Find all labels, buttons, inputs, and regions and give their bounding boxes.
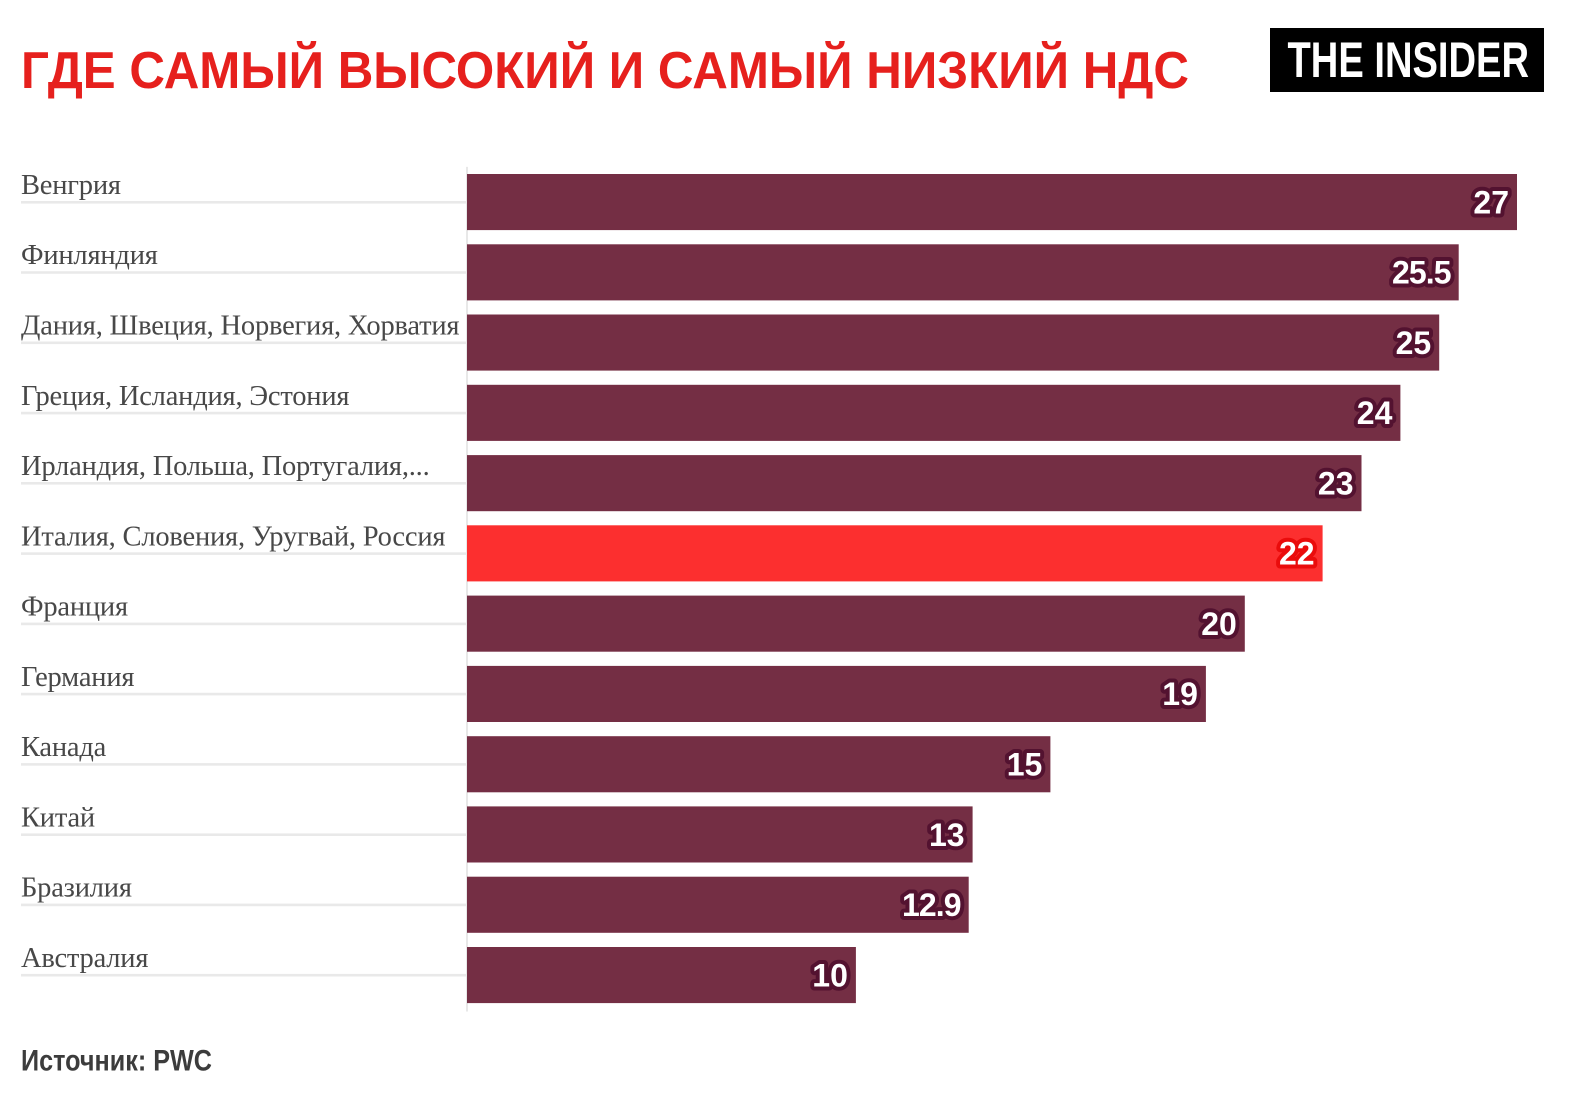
svg-text:Китай: Китай <box>21 802 95 833</box>
svg-text:25.5: 25.5 <box>1392 255 1451 291</box>
svg-text:Франция: Франция <box>21 592 128 623</box>
svg-text:ГДЕ САМЫЙ ВЫСОКИЙ И САМЫЙ НИЗК: ГДЕ САМЫЙ ВЫСОКИЙ И САМЫЙ НИЗКИЙ НДС <box>21 41 1189 100</box>
svg-text:13: 13 <box>929 817 965 853</box>
svg-text:12.9: 12.9 <box>902 887 961 923</box>
svg-text:Италия, Словения, Уругвай, Рос: Италия, Словения, Уругвай, Россия <box>21 521 445 552</box>
svg-text:Австралия: Австралия <box>21 943 148 974</box>
svg-text:15: 15 <box>1007 747 1043 783</box>
svg-text:Дания, Швеция, Норвегия, Хорва: Дания, Швеция, Норвегия, Хорватия <box>21 311 459 342</box>
svg-text:Канада: Канада <box>21 732 107 763</box>
svg-text:23: 23 <box>1318 465 1354 501</box>
svg-text:Греция, Исландия, Эстония: Греция, Исландия, Эстония <box>21 381 349 412</box>
svg-text:Бразилия: Бразилия <box>21 873 132 904</box>
svg-text:Ирландия, Польша, Португалия,.: Ирландия, Польша, Португалия,... <box>21 451 430 482</box>
svg-text:20: 20 <box>1201 606 1237 642</box>
svg-text:25: 25 <box>1396 325 1432 361</box>
svg-text:Источник: PWC: Источник: PWC <box>21 1045 212 1078</box>
svg-text:THE INSIDER: THE INSIDER <box>1288 32 1530 88</box>
svg-text:24: 24 <box>1357 395 1393 431</box>
svg-text:Венгрия: Венгрия <box>21 170 121 201</box>
svg-text:Германия: Германия <box>21 662 134 693</box>
svg-text:19: 19 <box>1162 676 1198 712</box>
svg-text:27: 27 <box>1473 184 1509 220</box>
svg-text:10: 10 <box>812 957 848 993</box>
svg-text:Финляндия: Финляндия <box>21 240 158 271</box>
svg-text:22: 22 <box>1279 536 1315 572</box>
